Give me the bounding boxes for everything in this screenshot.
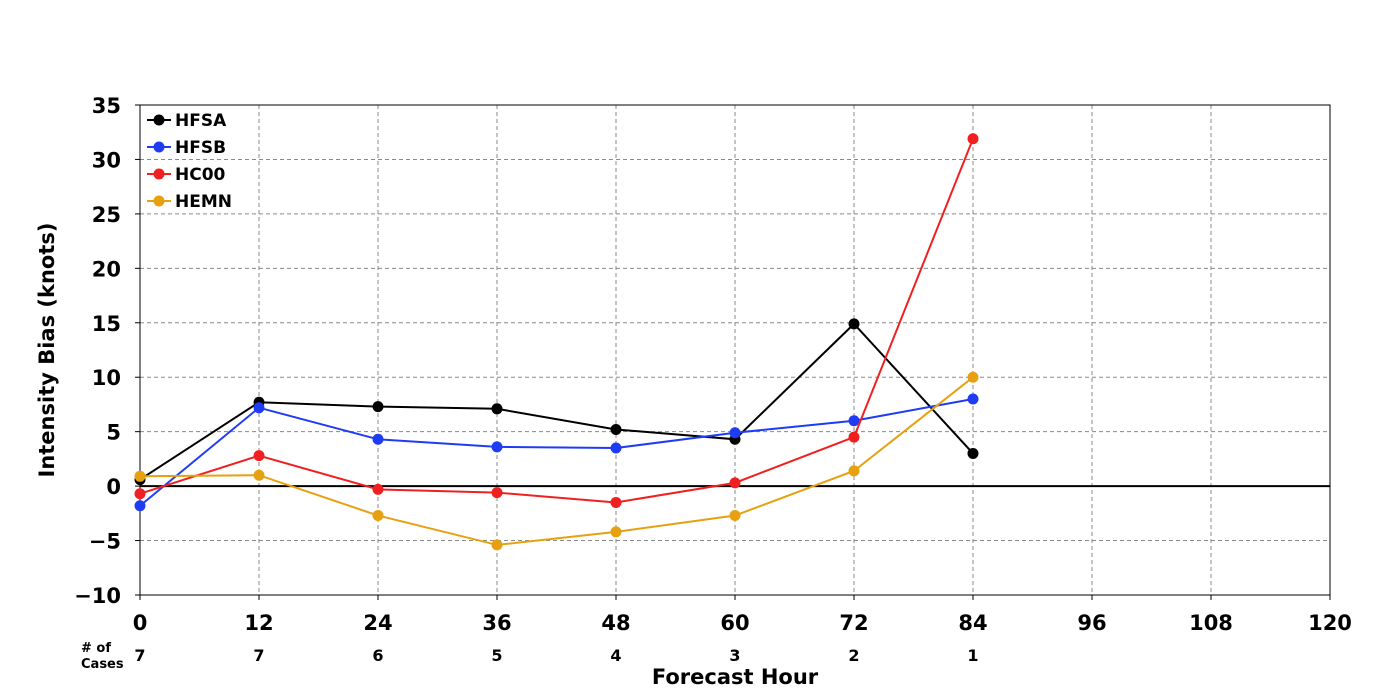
case-count-value: 3 bbox=[729, 646, 740, 665]
data-point bbox=[134, 500, 146, 512]
y-tick-label: 0 bbox=[106, 475, 121, 499]
data-point bbox=[729, 510, 741, 522]
case-count-value: 5 bbox=[491, 646, 502, 665]
data-point bbox=[372, 483, 384, 495]
x-tick-label: 48 bbox=[601, 611, 630, 635]
legend-marker bbox=[153, 195, 165, 207]
legend-marker bbox=[153, 168, 165, 180]
series-line bbox=[139, 376, 974, 546]
data-point bbox=[848, 431, 860, 443]
data-point bbox=[372, 401, 384, 413]
legend-marker bbox=[153, 141, 165, 153]
data-point bbox=[967, 133, 979, 145]
series-line bbox=[139, 322, 974, 481]
data-point bbox=[134, 470, 146, 482]
data-point bbox=[134, 488, 146, 500]
data-point bbox=[610, 496, 622, 508]
data-point bbox=[729, 427, 741, 439]
data-point bbox=[372, 510, 384, 522]
data-point bbox=[967, 371, 979, 383]
x-tick-label: 72 bbox=[839, 611, 868, 635]
legend: HFSA HFSB HC00 HEMN bbox=[147, 111, 232, 212]
series-hfsb bbox=[134, 393, 979, 512]
data-point bbox=[967, 447, 979, 459]
y-tick-label: 30 bbox=[92, 148, 121, 172]
series-lines bbox=[134, 133, 979, 551]
y-tick-label: −10 bbox=[74, 584, 121, 608]
case-count-value: 2 bbox=[848, 646, 859, 665]
data-point bbox=[491, 441, 503, 453]
data-point bbox=[491, 403, 503, 415]
x-tick-label: 60 bbox=[720, 611, 749, 635]
legend-label: HFSB bbox=[175, 138, 226, 158]
data-point bbox=[729, 477, 741, 489]
data-point bbox=[372, 433, 384, 445]
y-tick-label: 20 bbox=[92, 257, 121, 281]
legend-item-hc00: HC00 bbox=[147, 165, 226, 185]
data-point bbox=[610, 526, 622, 538]
y-tick-label: 15 bbox=[92, 312, 121, 336]
data-point bbox=[253, 450, 265, 462]
series-line bbox=[139, 138, 974, 504]
x-axis-title: Forecast Hour bbox=[652, 665, 819, 689]
legend-item-hfsb: HFSB bbox=[147, 138, 226, 158]
y-tick-label: 25 bbox=[92, 203, 121, 227]
x-tick-label: 108 bbox=[1189, 611, 1233, 635]
series-hc00 bbox=[134, 133, 979, 508]
legend-item-hemn: HEMN bbox=[147, 192, 232, 212]
cases-label-line2: Cases bbox=[81, 657, 124, 672]
legend-item-hfsa: HFSA bbox=[147, 111, 227, 131]
legend-marker bbox=[153, 114, 165, 126]
y-tick-label: 5 bbox=[106, 421, 121, 445]
x-tick-label: 84 bbox=[958, 611, 987, 635]
case-count-value: 4 bbox=[610, 646, 621, 665]
x-tick-label: 36 bbox=[482, 611, 511, 635]
x-axis-ticks: 0 12 24 36 48 60 72 84 96 108 120 bbox=[133, 595, 1352, 635]
y-tick-label: 35 bbox=[92, 94, 121, 118]
series-line bbox=[139, 398, 974, 507]
data-point bbox=[967, 393, 979, 405]
x-tick-label: 12 bbox=[244, 611, 273, 635]
y-axis-title: Intensity Bias (knots) bbox=[35, 223, 59, 478]
data-point bbox=[491, 487, 503, 499]
cases-label-line1: # of bbox=[81, 641, 111, 656]
grid-lines bbox=[140, 105, 1330, 595]
y-tick-label: 10 bbox=[92, 366, 121, 390]
data-point bbox=[848, 318, 860, 330]
x-tick-label: 24 bbox=[363, 611, 392, 635]
y-tick-label: −5 bbox=[89, 530, 121, 554]
case-counts: # of Cases 7 7 6 5 4 3 2 1 bbox=[81, 641, 979, 672]
data-point bbox=[253, 402, 265, 414]
legend-label: HC00 bbox=[175, 165, 226, 185]
legend-label: HEMN bbox=[175, 192, 232, 212]
data-point bbox=[491, 539, 503, 551]
data-point bbox=[253, 469, 265, 481]
data-point bbox=[610, 423, 622, 435]
x-tick-label: 120 bbox=[1308, 611, 1352, 635]
data-point bbox=[848, 465, 860, 477]
x-tick-label: 0 bbox=[133, 611, 148, 635]
x-tick-label: 96 bbox=[1077, 611, 1106, 635]
y-axis-ticks: −10 −5 0 5 10 15 20 25 30 35 bbox=[74, 94, 140, 608]
case-count-value: 7 bbox=[253, 646, 264, 665]
data-point bbox=[848, 415, 860, 427]
case-count-value: 1 bbox=[967, 646, 978, 665]
series-hemn bbox=[134, 371, 979, 551]
case-count-value: 6 bbox=[372, 646, 383, 665]
case-count-value: 7 bbox=[134, 646, 145, 665]
legend-label: HFSA bbox=[175, 111, 227, 131]
data-point bbox=[610, 442, 622, 454]
